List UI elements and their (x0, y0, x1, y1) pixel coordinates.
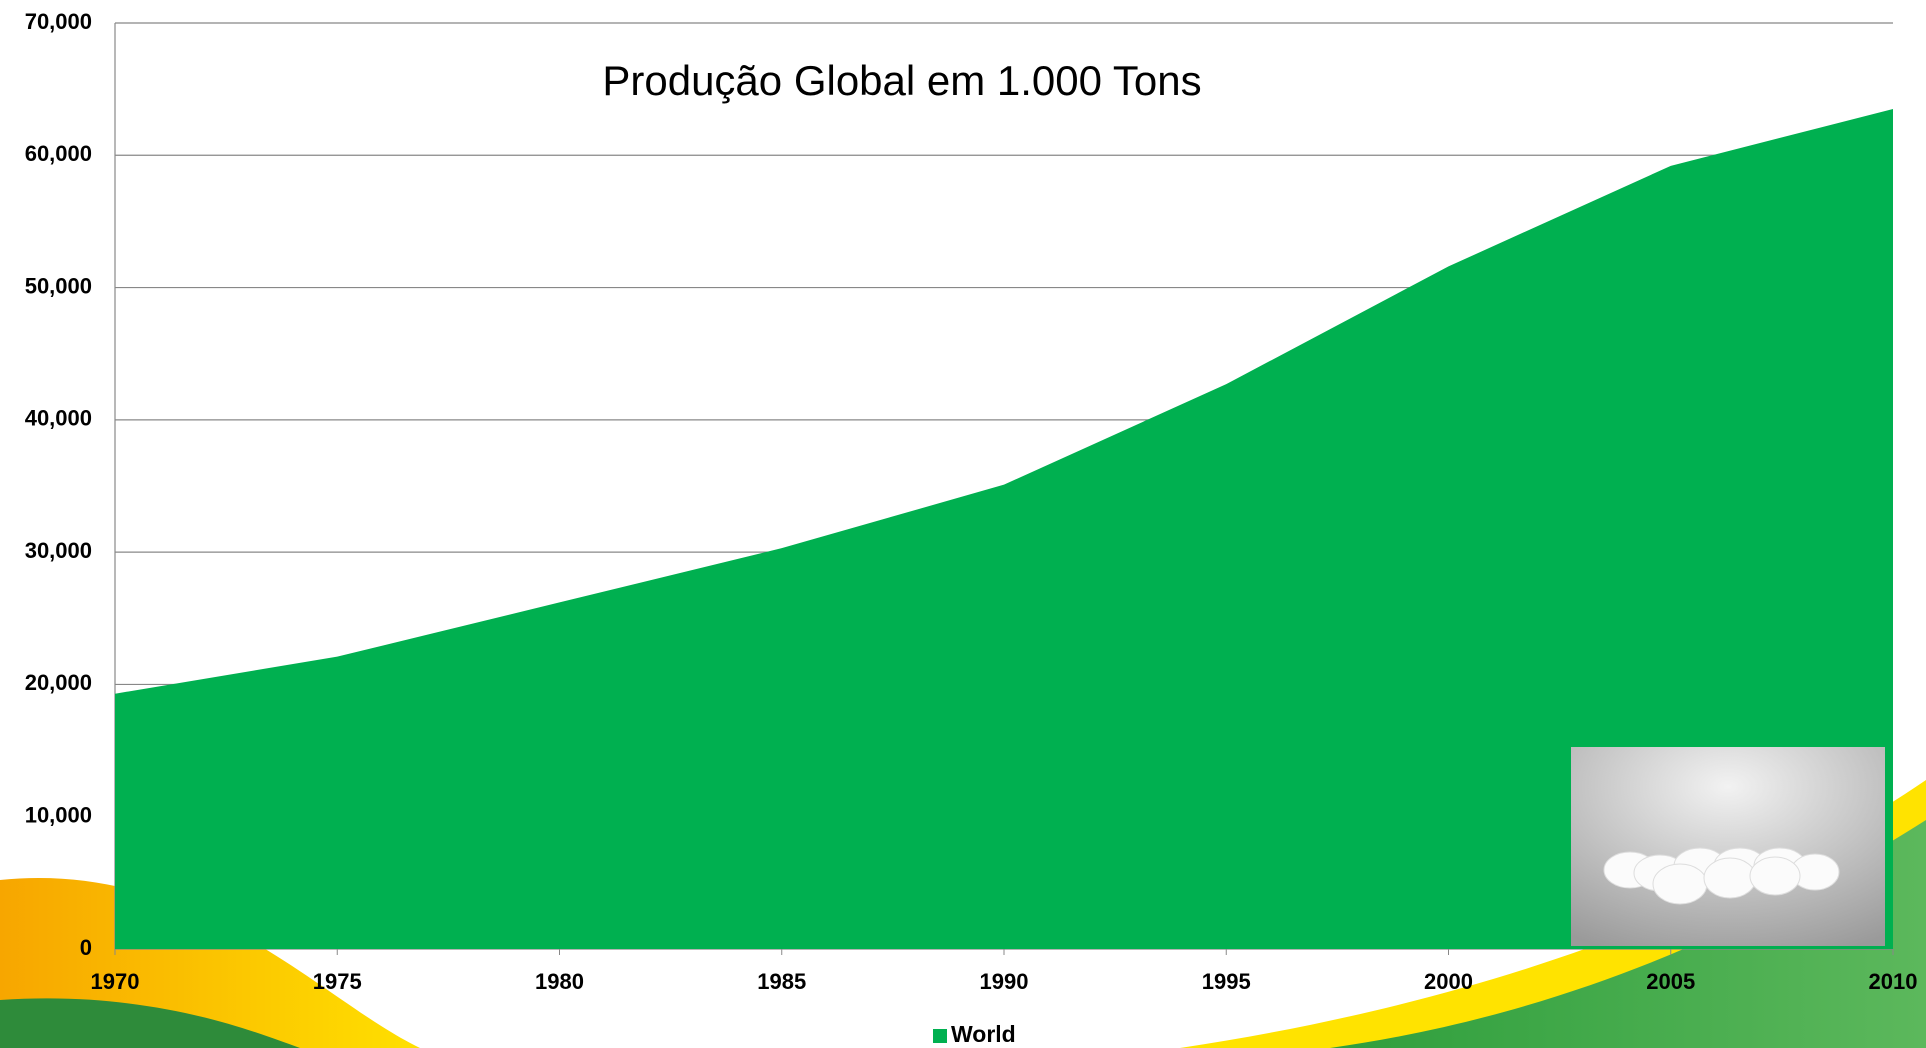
x-tick-label: 1990 (980, 969, 1029, 994)
plot (115, 108, 1893, 949)
x-tick-label: 1985 (757, 969, 806, 994)
x-tick-label: 1975 (313, 969, 362, 994)
background-swoosh (0, 780, 1926, 1048)
y-tick-label: 50,000 (25, 273, 92, 298)
y-tick-label: 60,000 (25, 141, 92, 166)
chart-title: Produção Global em 1.000 Tons (602, 57, 1201, 104)
legend-swatch (933, 1029, 947, 1043)
y-tick-label: 30,000 (25, 538, 92, 563)
x-tick-label: 2000 (1424, 969, 1473, 994)
legend-label: World (951, 1021, 1016, 1047)
y-tick-label: 70,000 (25, 9, 92, 34)
y-tick-label: 40,000 (25, 406, 92, 431)
y-tick-label: 20,000 (25, 670, 92, 695)
y-tick-label: 0 (80, 935, 92, 960)
area (115, 108, 1893, 949)
x-tick-label: 1995 (1202, 969, 1251, 994)
x-tick-label: 2005 (1646, 969, 1695, 994)
y-tick-label: 10,000 (25, 803, 92, 828)
x-tick-label: 2010 (1869, 969, 1918, 994)
x-tick-label: 1970 (91, 969, 140, 994)
egg-photo (1571, 747, 1885, 946)
x-tick-label: 1980 (535, 969, 584, 994)
